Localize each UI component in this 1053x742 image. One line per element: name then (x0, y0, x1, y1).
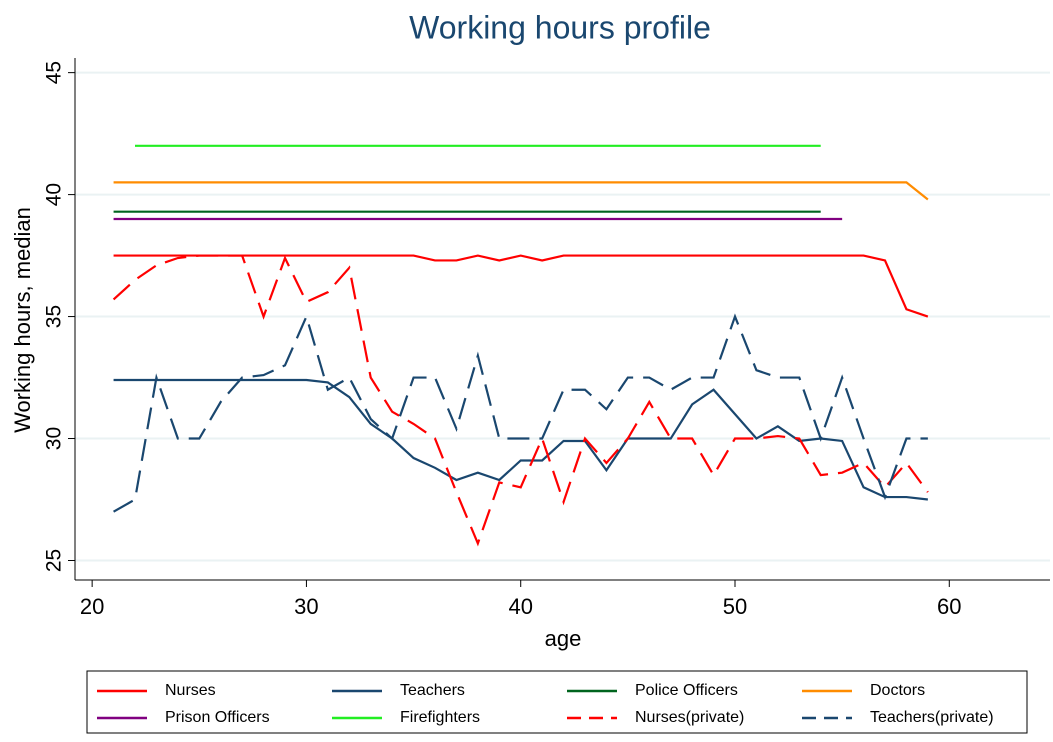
series-line (113, 313, 928, 513)
x-tick-label: 30 (294, 594, 318, 619)
chart-title: Working hours profile (409, 9, 711, 45)
y-tick-label: 25 (43, 549, 66, 572)
x-axis-label: age (545, 626, 582, 651)
x-tick-label: 40 (508, 594, 532, 619)
legend-box (86, 670, 1028, 734)
series-line (112, 254, 929, 547)
legend-label: Doctors (870, 682, 925, 699)
y-tick-label: 30 (43, 427, 66, 450)
series-line (113, 181, 929, 201)
y-axis-label: Working hours, median (10, 207, 35, 433)
legend-label: Teachers (400, 682, 465, 699)
legend-label: Firefighters (400, 709, 480, 726)
x-tick-label: 50 (723, 594, 747, 619)
x-tick-label: 20 (80, 594, 104, 619)
series-line (113, 254, 929, 318)
legend-label: Teachers(private) (870, 709, 994, 726)
series-line (113, 378, 928, 501)
x-tick-label: 60 (937, 594, 961, 619)
y-tick-label: 40 (43, 183, 66, 206)
legend-label: Nurses (165, 682, 216, 699)
y-tick-label: 45 (43, 61, 66, 84)
legend-label: Prison Officers (165, 709, 270, 726)
y-tick-label: 35 (43, 305, 66, 328)
legend-label: Police Officers (635, 682, 738, 699)
legend-label: Nurses(private) (635, 709, 744, 726)
